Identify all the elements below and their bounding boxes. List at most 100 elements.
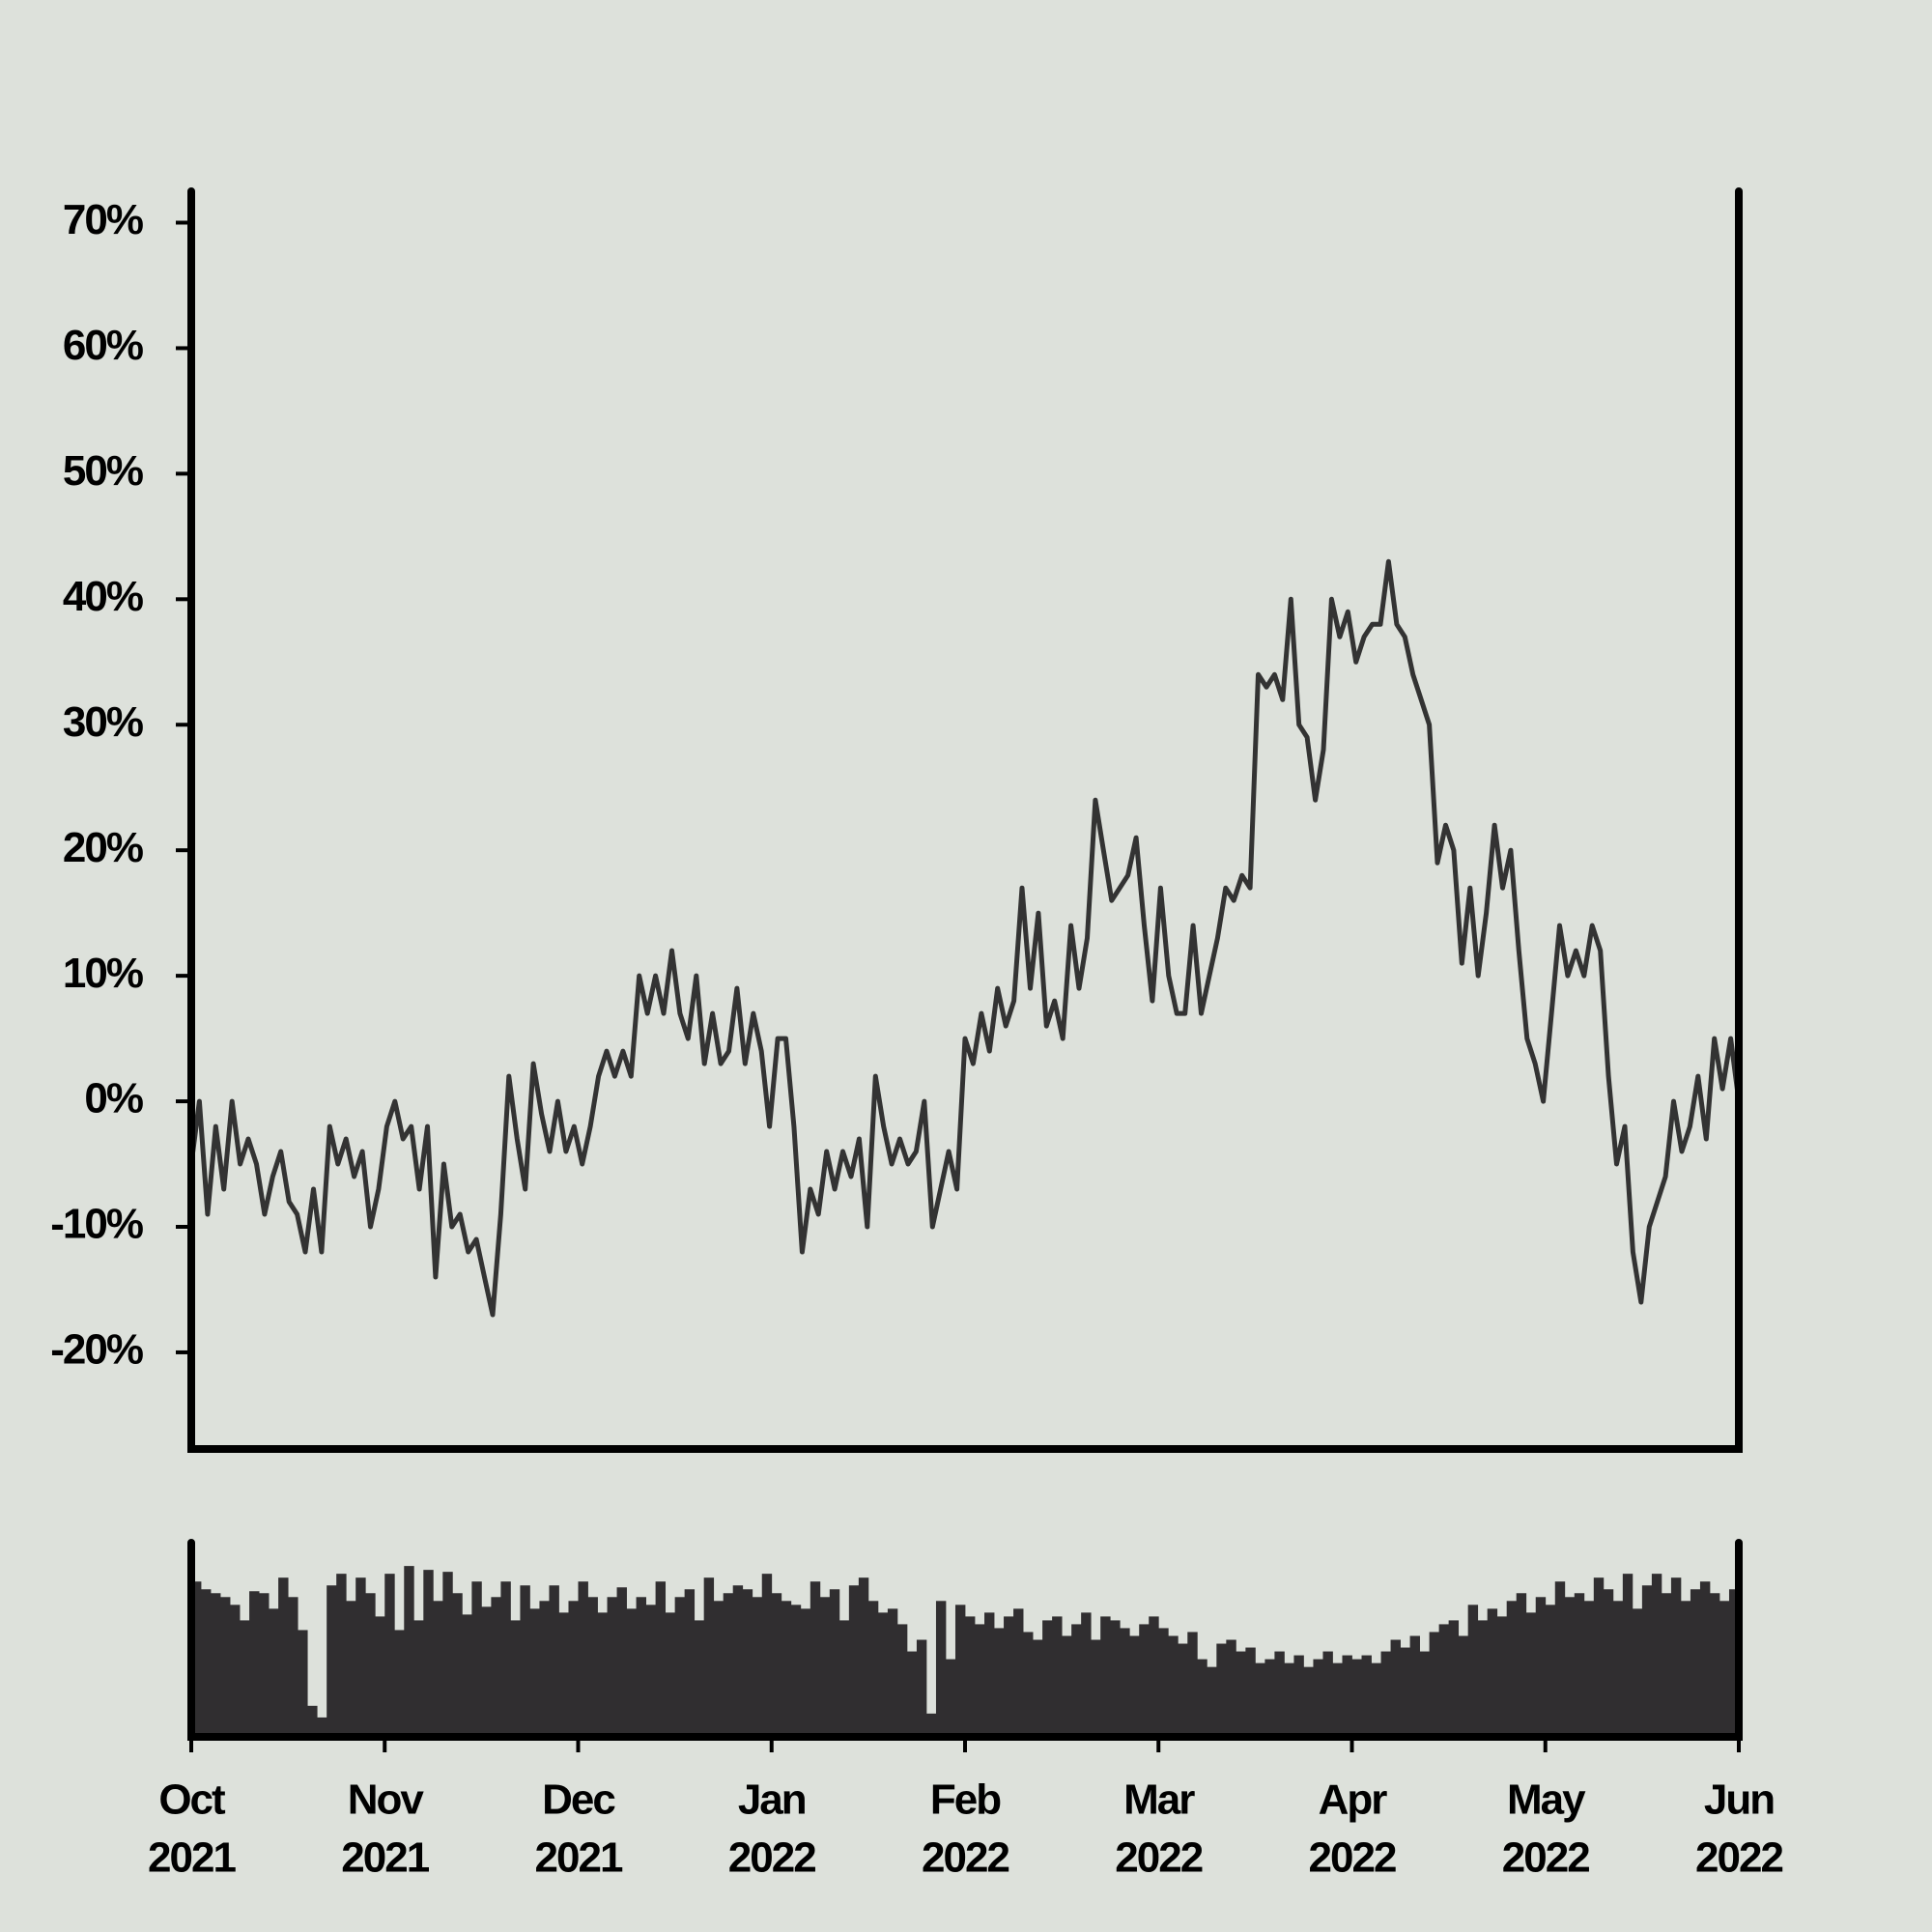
volume-bar bbox=[1554, 1581, 1566, 1737]
volume-bar bbox=[935, 1601, 947, 1737]
volume-bar bbox=[1477, 1620, 1489, 1737]
volume-bar bbox=[452, 1593, 463, 1737]
volume-bar bbox=[1593, 1577, 1605, 1737]
volume-bar bbox=[877, 1612, 889, 1737]
volume-bar bbox=[1293, 1655, 1304, 1737]
volume-bar bbox=[694, 1620, 705, 1737]
volume-bar bbox=[471, 1581, 482, 1737]
volume-bar bbox=[1139, 1624, 1150, 1737]
volume-bar bbox=[1487, 1608, 1498, 1737]
volume-bar bbox=[1255, 1662, 1265, 1737]
volume-bar bbox=[317, 1717, 327, 1737]
volume-bar bbox=[1236, 1651, 1246, 1737]
volume-bar bbox=[1042, 1620, 1053, 1737]
volume-bar bbox=[732, 1585, 744, 1737]
volume-bar bbox=[1071, 1624, 1082, 1737]
volume-bar bbox=[259, 1593, 270, 1737]
volume-bar bbox=[1197, 1659, 1208, 1737]
volume-bar bbox=[848, 1585, 860, 1737]
volume-bar bbox=[346, 1601, 356, 1737]
x-tick-label: 2022 bbox=[1502, 1834, 1589, 1882]
volume-bar bbox=[896, 1624, 908, 1737]
volume-bar bbox=[1342, 1655, 1352, 1737]
volume-bar bbox=[578, 1581, 588, 1737]
volume-bar bbox=[220, 1597, 231, 1737]
volume-bar bbox=[462, 1614, 472, 1737]
volume-bar bbox=[1380, 1651, 1391, 1737]
volume-bar bbox=[723, 1593, 734, 1737]
y-tick-label: 0% bbox=[84, 1075, 142, 1122]
x-tick-label: May bbox=[1507, 1776, 1586, 1824]
x-tick-label: Nov bbox=[348, 1776, 425, 1824]
volume-bar bbox=[655, 1581, 667, 1737]
volume-bar bbox=[491, 1597, 501, 1737]
volume-bar bbox=[713, 1601, 724, 1737]
volume-bar bbox=[230, 1605, 241, 1737]
volume-bar bbox=[771, 1593, 782, 1737]
volume-bar bbox=[549, 1585, 559, 1737]
volume-bar bbox=[607, 1597, 617, 1737]
volume-bar bbox=[442, 1572, 453, 1737]
volume-bar bbox=[1226, 1639, 1236, 1737]
volume-bar bbox=[1699, 1581, 1711, 1737]
volume-bar bbox=[752, 1597, 763, 1737]
volume-bar bbox=[1120, 1628, 1130, 1737]
volume-bar bbox=[327, 1585, 337, 1737]
volume-bar bbox=[1178, 1643, 1188, 1737]
volume-bar bbox=[1516, 1593, 1527, 1737]
volume-bar bbox=[1284, 1662, 1294, 1737]
volume-bar bbox=[887, 1608, 898, 1737]
volume-bar bbox=[1207, 1666, 1217, 1737]
volume-bar bbox=[587, 1597, 598, 1737]
y-tick-label: 20% bbox=[63, 824, 143, 871]
volume-bar bbox=[1719, 1601, 1730, 1737]
x-tick-label: 2022 bbox=[1115, 1834, 1202, 1882]
x-tick-label: Dec bbox=[542, 1776, 615, 1824]
y-tick-label: 50% bbox=[63, 447, 143, 495]
volume-bar bbox=[1187, 1632, 1198, 1737]
volume-bar bbox=[674, 1597, 686, 1737]
volume-bar bbox=[1680, 1601, 1691, 1737]
volume-bar bbox=[1371, 1662, 1381, 1737]
volume-bar bbox=[742, 1589, 753, 1737]
volume-bar bbox=[211, 1593, 221, 1737]
volume-bar bbox=[1004, 1616, 1014, 1737]
y-tick-label: 10% bbox=[63, 950, 143, 997]
axis-frame bbox=[187, 187, 1743, 1453]
volume-bar bbox=[975, 1624, 985, 1737]
y-tick-label: -20% bbox=[50, 1326, 143, 1374]
volume-bar bbox=[1709, 1593, 1720, 1737]
volume-bar bbox=[1438, 1624, 1450, 1737]
volume-bar bbox=[520, 1585, 530, 1737]
axis-frame bbox=[187, 1539, 1743, 1741]
volume-bar bbox=[1264, 1659, 1275, 1737]
volume-bar bbox=[1129, 1635, 1140, 1737]
volume-bar bbox=[1052, 1616, 1063, 1737]
volume-bar bbox=[1661, 1593, 1672, 1737]
volume-bar bbox=[597, 1612, 608, 1737]
volume-bar bbox=[510, 1620, 521, 1737]
volume-bar bbox=[298, 1630, 308, 1737]
volume-bar bbox=[288, 1597, 298, 1737]
volume-bar bbox=[1728, 1589, 1740, 1737]
volume-bar bbox=[433, 1601, 443, 1737]
volume-bar bbox=[191, 1581, 202, 1737]
volume-bar bbox=[336, 1574, 347, 1737]
volume-bar bbox=[269, 1608, 279, 1737]
volume-bar bbox=[1564, 1597, 1576, 1737]
x-tick-label: Mar bbox=[1123, 1776, 1195, 1824]
volume-bar bbox=[1583, 1601, 1595, 1737]
x-tick-label: Jan bbox=[738, 1776, 806, 1824]
volume-bar bbox=[365, 1593, 376, 1737]
volume-bar bbox=[1149, 1616, 1159, 1737]
volume-bar bbox=[867, 1601, 879, 1737]
volume-bar bbox=[810, 1581, 821, 1737]
volume-bar bbox=[790, 1605, 802, 1737]
volume-bar bbox=[984, 1612, 995, 1737]
x-tick-label: 2022 bbox=[922, 1834, 1009, 1882]
volume-bar bbox=[626, 1608, 637, 1737]
x-tick-label: Jun bbox=[1704, 1776, 1774, 1824]
volume-bar bbox=[1216, 1643, 1227, 1737]
volume-bar bbox=[636, 1597, 646, 1737]
volume-bar bbox=[1081, 1612, 1092, 1737]
